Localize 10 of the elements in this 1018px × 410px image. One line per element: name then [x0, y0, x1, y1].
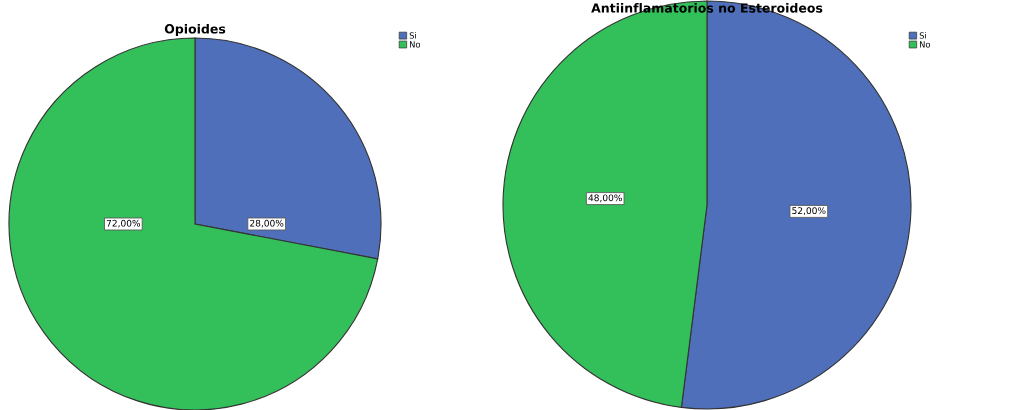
legend-label: Si [409, 32, 416, 39]
data-label: 48,00% [588, 194, 622, 203]
data-label: 28,00% [250, 219, 284, 228]
pie-slice [8, 37, 379, 410]
data-label: 52,00% [792, 207, 826, 215]
chart-title: Opioides [164, 23, 226, 36]
legend-label: No [919, 41, 931, 48]
legend-label: No [409, 41, 421, 48]
legend-label: Si [919, 32, 926, 39]
data-label: 72,00% [106, 219, 141, 228]
